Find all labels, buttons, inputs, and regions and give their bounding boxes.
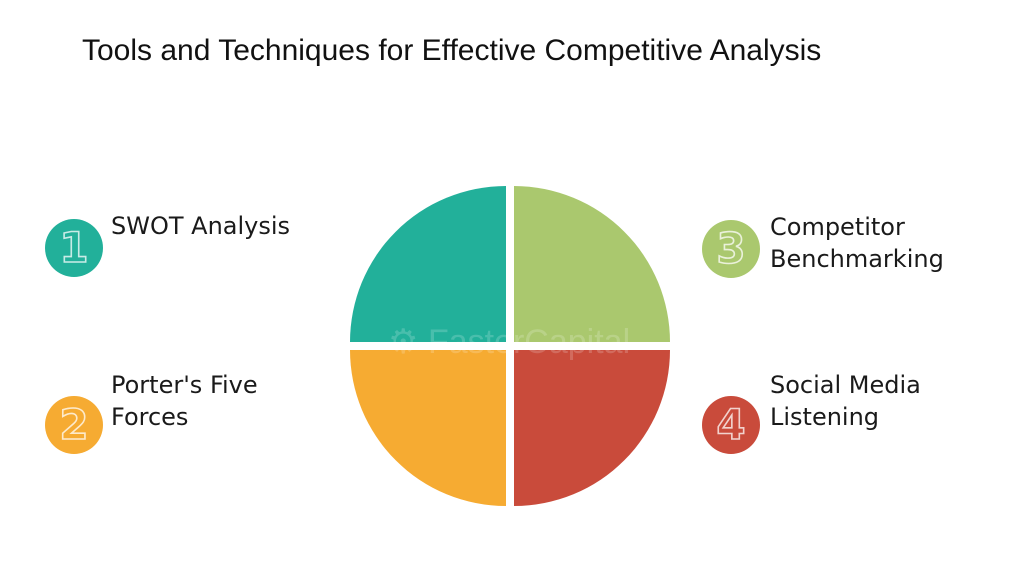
label-line-1: Competitor [770,213,905,241]
badge-number-3: 3 [716,223,747,274]
label-line-1: Porter's Five [111,371,258,399]
pie-quadrant-top-right [514,186,670,342]
quadrant-pie-diagram [350,186,670,506]
label-social-media-listening: Social Media Listening [770,369,921,433]
badge-2: 2 [45,396,103,454]
label-line-2: Listening [770,403,880,431]
pie-quadrant-bottom-left [350,350,506,506]
label-competitor-benchmarking: Competitor Benchmarking [770,211,944,275]
page-title: Tools and Techniques for Effective Compe… [82,34,822,67]
badge-number-2: 2 [59,399,90,450]
label-line-2: Forces [111,403,189,431]
badge-4: 4 [702,396,760,454]
label-porters-five-forces: Porter's Five Forces [111,369,258,433]
badge-number-1: 1 [59,222,90,273]
badge-3: 3 [702,220,760,278]
badge-number-4: 4 [716,399,747,450]
label-swot-analysis: SWOT Analysis [111,210,290,242]
label-line-1: Social Media [770,371,921,399]
pie-quadrant-bottom-right [514,350,670,506]
label-line-2: Benchmarking [770,245,944,273]
label-line-1: SWOT Analysis [111,212,291,240]
pie-quadrant-top-left [350,186,506,342]
badge-1: 1 [45,219,103,277]
